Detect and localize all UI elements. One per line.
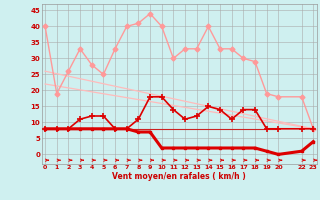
X-axis label: Vent moyen/en rafales ( km/h ): Vent moyen/en rafales ( km/h ) — [112, 172, 246, 181]
